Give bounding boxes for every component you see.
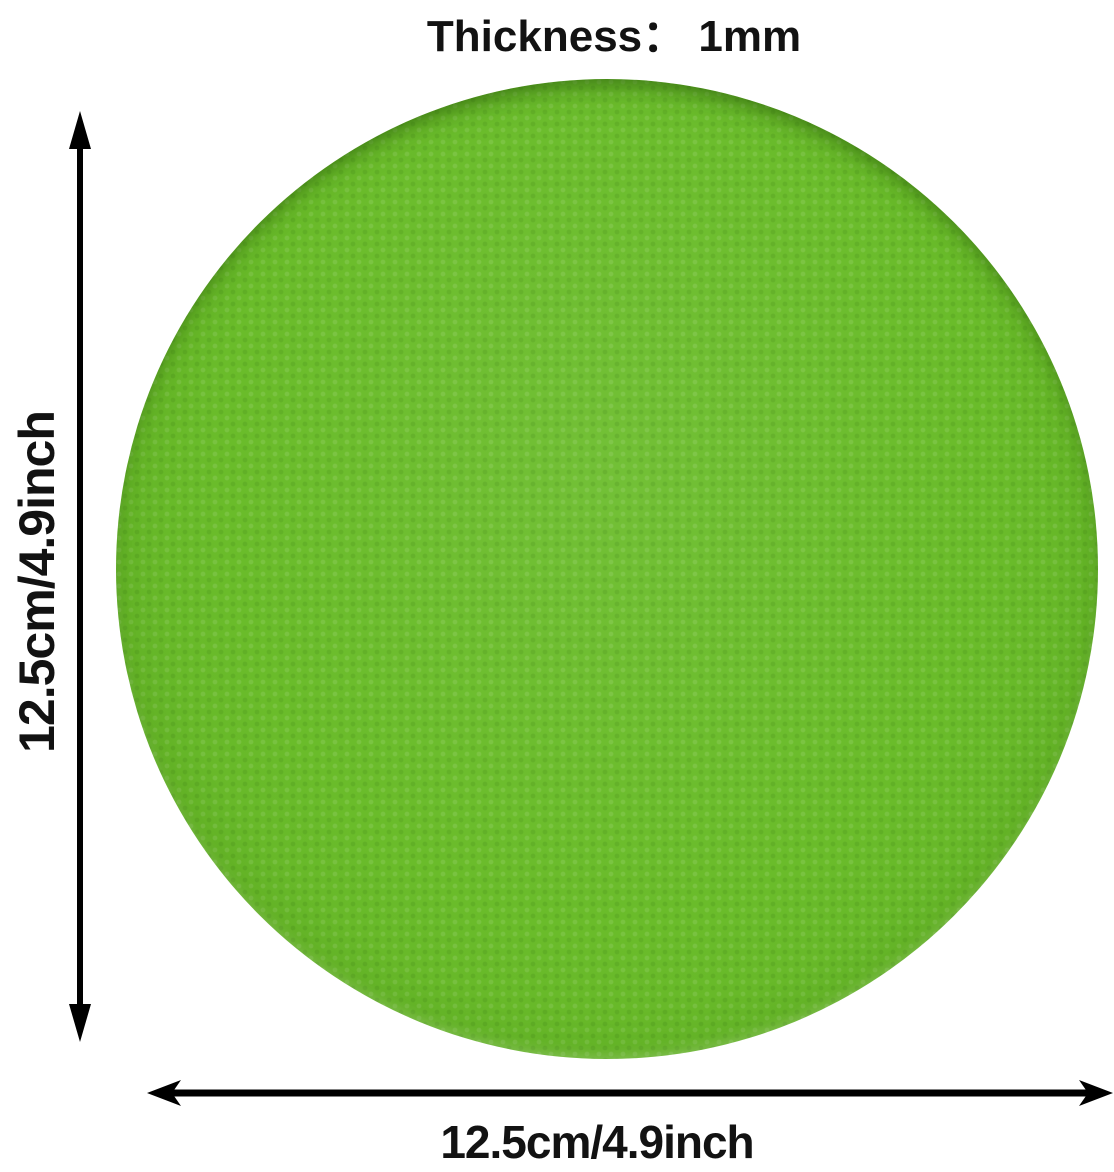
arrow-left-icon <box>147 1080 181 1106</box>
arrow-up-icon <box>69 111 91 149</box>
arrow-down-icon <box>69 1004 91 1042</box>
vertical-dimension-arrow <box>69 111 91 1042</box>
arrow-right-icon <box>1079 1080 1113 1106</box>
height-dimension-label: 12.5cm/4.9inch <box>9 411 65 753</box>
horizontal-dimension-arrow <box>147 1080 1113 1106</box>
width-dimension-label: 12.5cm/4.9inch <box>440 1116 754 1168</box>
green-mat-circle <box>116 79 1098 1059</box>
thickness-label: Thickness： 1mm <box>426 12 802 61</box>
